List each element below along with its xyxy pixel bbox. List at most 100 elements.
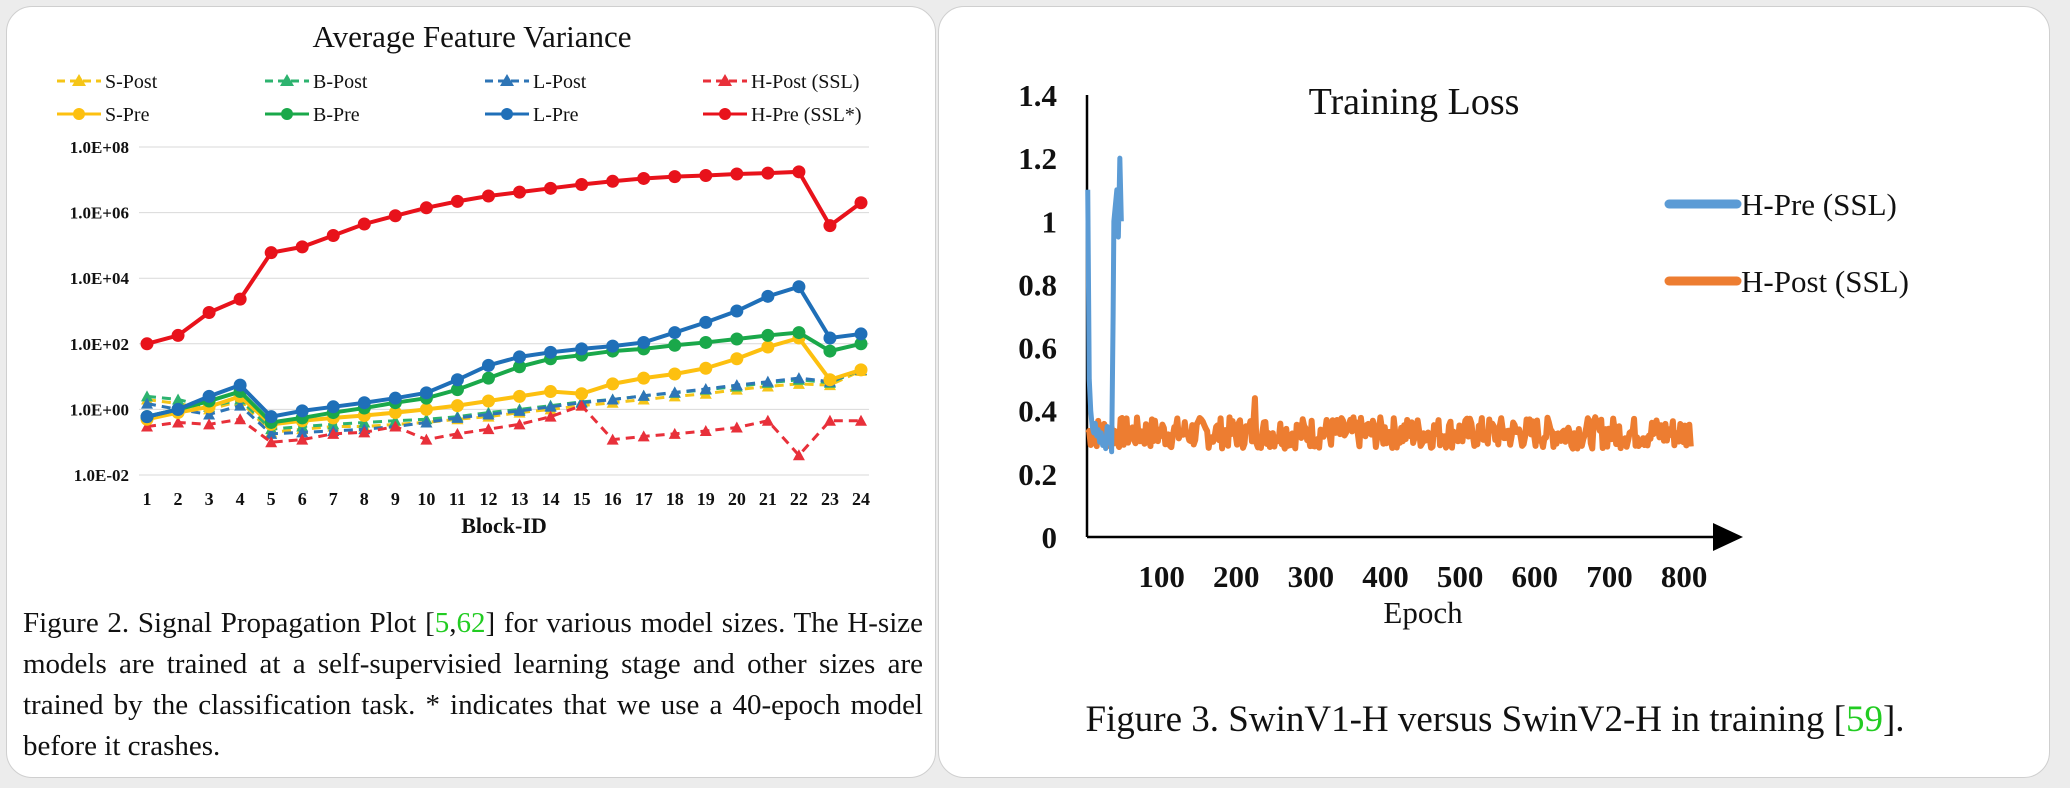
x-tick-label: 5: [267, 489, 276, 509]
data-point: [326, 400, 340, 414]
y-tick-label: 1.2: [1018, 141, 1057, 176]
x-tick-label: 500: [1437, 559, 1484, 594]
citation-link[interactable]: 5: [434, 607, 450, 639]
data-point: [637, 430, 650, 442]
x-tick-label: 600: [1512, 559, 1559, 594]
x-tick-label: 2: [174, 489, 183, 509]
data-point: [450, 373, 464, 387]
x-tick-label: 800: [1661, 559, 1708, 594]
x-tick-label: 21: [759, 489, 777, 509]
legend-label: S-Post: [105, 71, 158, 93]
data-point: [544, 181, 558, 195]
data-point: [699, 335, 713, 349]
data-point: [326, 229, 340, 243]
data-point: [730, 352, 744, 366]
legend-label: S-Pre: [105, 104, 150, 126]
data-point: [668, 367, 682, 381]
x-tick-label: 400: [1362, 559, 1409, 594]
caption-right-prefix: Figure 3. SwinV1-H versus SwinV2-H in tr…: [1085, 699, 1846, 740]
y-tick-label: 0.4: [1018, 394, 1057, 429]
y-tick-label: 1.0E+08: [70, 138, 129, 157]
x-tick-label: 100: [1138, 559, 1185, 594]
y-tick-label: 0.2: [1018, 457, 1057, 492]
x-tick-label: 6: [298, 489, 307, 509]
data-point: [141, 420, 153, 432]
citation-link[interactable]: 59: [1845, 699, 1883, 740]
chart-title: Training Loss: [1309, 81, 1520, 123]
data-point: [699, 315, 713, 329]
data-point: [761, 340, 775, 354]
legend-marker: [500, 74, 514, 86]
data-point: [264, 410, 278, 424]
data-point: [730, 421, 743, 433]
data-point: [854, 337, 868, 351]
data-point: [544, 410, 557, 422]
data-point: [295, 240, 309, 254]
data-point: [419, 201, 433, 215]
figure-3-caption: Figure 3. SwinV1-H versus SwinV2-H in tr…: [939, 699, 2049, 740]
legend-label: B-Pre: [313, 104, 360, 126]
y-tick-label: 1.0E-02: [74, 466, 129, 485]
data-point: [854, 363, 868, 377]
data-point: [544, 385, 558, 399]
x-tick-label: 10: [417, 489, 435, 509]
data-point: [203, 408, 216, 420]
caption-left-suffix: ] for various model sizes. The H-size mo…: [23, 607, 924, 762]
citation-link[interactable]: 62: [456, 607, 486, 639]
data-point: [419, 402, 433, 416]
legend-marker: [719, 108, 731, 120]
data-point: [513, 360, 527, 374]
data-point: [823, 331, 837, 345]
data-point: [637, 171, 651, 185]
data-point: [233, 292, 247, 306]
data-point: [420, 416, 433, 428]
data-point: [606, 393, 619, 405]
legend-marker: [281, 108, 293, 120]
y-tick-label: 0: [1042, 520, 1058, 555]
data-point: [481, 189, 495, 203]
x-tick-label: 1: [143, 489, 152, 509]
data-point: [637, 335, 651, 349]
data-point: [172, 416, 185, 428]
data-point: [140, 337, 154, 351]
x-tick-label: 7: [329, 489, 338, 509]
legend-label: H-Post (SSL): [751, 71, 859, 93]
data-point: [420, 433, 433, 445]
data-point: [792, 449, 805, 461]
y-tick-label: 1: [1042, 204, 1058, 239]
data-point: [513, 404, 526, 416]
y-tick-label: 0.8: [1018, 267, 1057, 302]
x-tick-label: 16: [604, 489, 622, 509]
data-point: [544, 400, 557, 412]
legend-marker: [280, 74, 294, 86]
caption-left-sep: ,: [449, 607, 457, 639]
x-tick-label: 700: [1586, 559, 1633, 594]
y-tick-label: 1.0E+04: [70, 269, 130, 288]
x-tick-label: 200: [1213, 559, 1260, 594]
x-tick-label: 11: [449, 489, 466, 509]
series-line-h-pre: [1085, 155, 1124, 455]
data-point: [637, 371, 651, 385]
data-point: [234, 399, 247, 411]
data-point: [202, 389, 216, 403]
data-point: [792, 280, 806, 294]
y-tick-label: 1.0E+02: [70, 335, 129, 354]
data-point: [606, 339, 620, 353]
x-tick-label: 20: [728, 489, 746, 509]
data-point: [233, 378, 247, 392]
data-point: [295, 404, 309, 418]
x-tick-label: 13: [511, 489, 529, 509]
data-point: [234, 413, 247, 425]
x-tick-label: 12: [479, 489, 497, 509]
data-point: [823, 219, 837, 233]
data-point: [854, 196, 868, 210]
data-point: [264, 246, 278, 260]
x-tick-label: 9: [391, 489, 400, 509]
data-point: [203, 418, 216, 430]
legend-marker: [72, 74, 86, 86]
legend-label: H-Pre (SSL*): [751, 104, 862, 126]
chart-title: Average Feature Variance: [312, 19, 631, 54]
data-point: [451, 411, 464, 423]
data-point: [451, 427, 464, 439]
data-point: [513, 389, 527, 403]
